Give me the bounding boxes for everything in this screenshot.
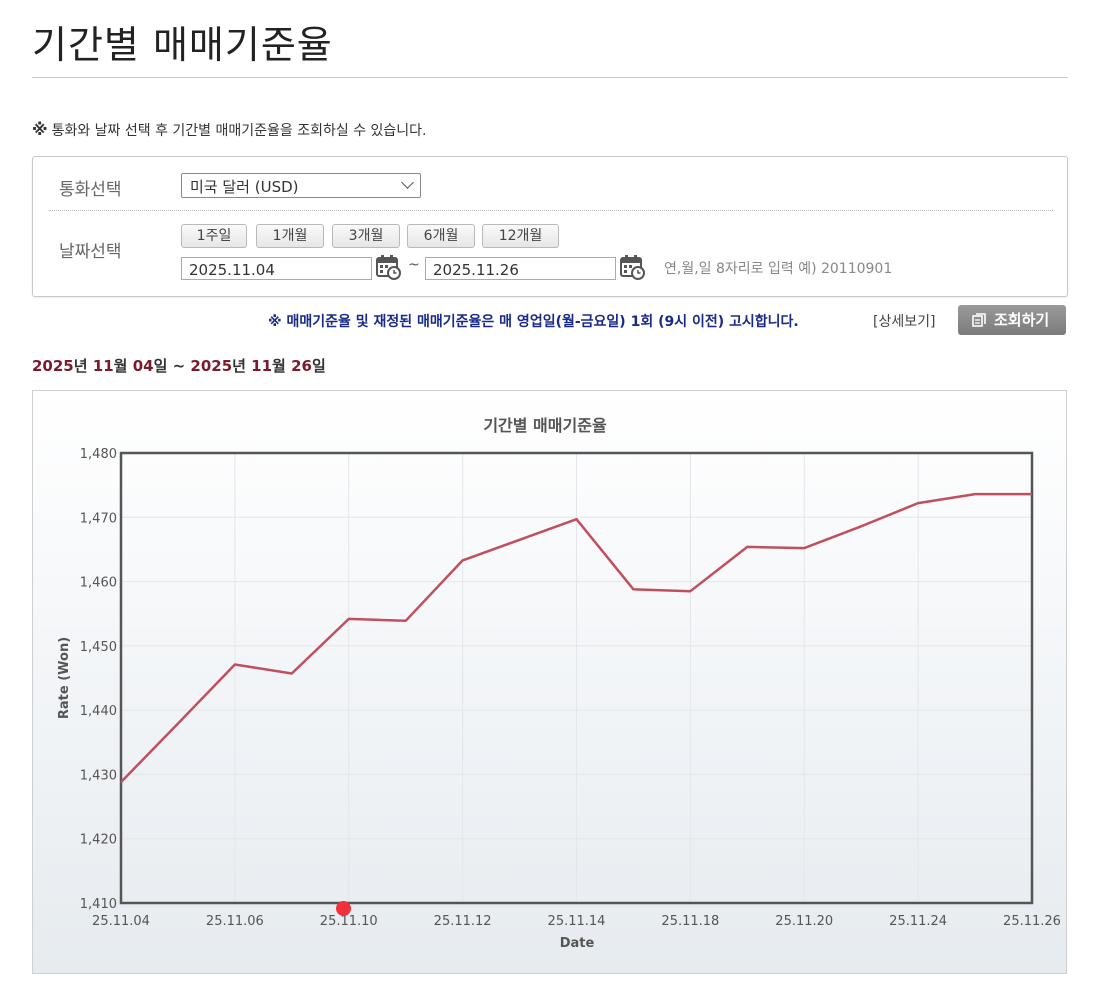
calendar-icon[interactable] bbox=[375, 254, 401, 280]
x-tick-label: 25.11.24 bbox=[889, 914, 947, 929]
range-separator: ~ bbox=[167, 357, 191, 375]
start-date-input[interactable]: 2025.11.04 bbox=[181, 257, 372, 280]
y-tick-label: 1,430 bbox=[80, 768, 117, 783]
detail-link[interactable]: [상세보기] bbox=[873, 314, 936, 330]
range-unit-month: 월 bbox=[272, 357, 292, 375]
range-start-year: 2025 bbox=[32, 357, 74, 375]
plot-frame bbox=[119, 451, 1034, 905]
notice-mark: ※ bbox=[32, 120, 48, 139]
period-button-6months[interactable]: 6개월 bbox=[407, 224, 475, 248]
range-end-month: 11 bbox=[251, 357, 273, 375]
y-tick-label: 1,470 bbox=[80, 511, 117, 526]
period-button-1week[interactable]: 1주일 bbox=[181, 224, 247, 248]
search-button-label: 조회하기 bbox=[994, 311, 1050, 329]
currency-label: 통화선택 bbox=[59, 180, 122, 200]
y-tick-label: 1,420 bbox=[80, 833, 117, 848]
document-icon bbox=[972, 313, 986, 327]
y-tick-label: 1,460 bbox=[80, 576, 117, 591]
x-tick-label: 25.11.06 bbox=[206, 914, 264, 929]
search-button[interactable]: 조회하기 bbox=[958, 305, 1066, 335]
x-axis-label: Date bbox=[560, 936, 595, 951]
y-axis-label: Rate (Won) bbox=[57, 637, 72, 719]
y-tick-label: 1,410 bbox=[80, 897, 117, 912]
cursor-marker bbox=[336, 901, 351, 916]
date-range-tilde: ~ bbox=[408, 257, 420, 273]
filter-panel: 통화선택 미국 달러 (USD) 날짜선택 1주일 1개월 3개월 6개월 12… bbox=[32, 156, 1068, 297]
x-tick-label: 25.11.14 bbox=[548, 914, 606, 929]
x-tick-label: 25.11.20 bbox=[775, 914, 833, 929]
range-unit-day: 일 bbox=[153, 357, 168, 375]
title-divider bbox=[32, 77, 1068, 78]
announcement-text: ※ 매매기준율 및 재정된 매매기준율은 매 영업일(월-금요일) 1회 (9시… bbox=[268, 314, 799, 330]
y-tick-label: 1,450 bbox=[80, 640, 117, 655]
date-label: 날짜선택 bbox=[59, 242, 122, 262]
chart-canvas: 기간별 매매기준율 1,410 1,420 1,430 1,440 1,450 1,460… bbox=[57, 416, 1061, 951]
calendar-icon[interactable] bbox=[619, 254, 645, 280]
chart-title: 기간별 매매기준율 bbox=[483, 416, 607, 435]
selected-range: 2025년 11월 04일 ~ 2025년 11월 26일 bbox=[32, 355, 326, 376]
x-tick-label: 25.11.26 bbox=[1003, 914, 1061, 929]
x-tick-label: 25.11.12 bbox=[434, 914, 492, 929]
period-button-3months[interactable]: 3개월 bbox=[332, 224, 400, 248]
currency-select-value: 미국 달러 (USD) bbox=[190, 178, 299, 196]
date-format-hint: 연,월,일 8자리로 입력 예) 20110901 bbox=[664, 261, 893, 277]
notice-message: 통화와 날짜 선택 후 기간별 매매기준율을 조회하실 수 있습니다. bbox=[51, 123, 427, 139]
range-start-day: 04 bbox=[132, 357, 154, 375]
range-unit-year: 년 bbox=[232, 357, 252, 375]
notice-text: ※ 통화와 날짜 선택 후 기간별 매매기준율을 조회하실 수 있습니다. bbox=[32, 120, 427, 140]
y-tick-label: 1,480 bbox=[80, 447, 117, 462]
currency-select[interactable]: 미국 달러 (USD) bbox=[181, 173, 421, 198]
period-button-1month[interactable]: 1개월 bbox=[256, 224, 324, 248]
series-line-rate bbox=[120, 492, 1032, 783]
range-unit-day: 일 bbox=[311, 357, 326, 375]
range-end-year: 2025 bbox=[190, 357, 233, 375]
x-tick-label: 25.11.18 bbox=[661, 914, 719, 929]
x-tick-label: 25.11.10 bbox=[320, 914, 378, 929]
y-tick-label: 1,440 bbox=[80, 704, 117, 719]
end-date-input[interactable]: 2025.11.26 bbox=[425, 257, 616, 280]
range-unit-month: 월 bbox=[113, 357, 133, 375]
dotted-divider bbox=[49, 210, 1053, 211]
range-unit-year: 년 bbox=[73, 357, 93, 375]
x-tick-label: 25.11.04 bbox=[92, 914, 150, 929]
range-start-month: 11 bbox=[92, 357, 114, 375]
range-end-day: 26 bbox=[291, 357, 312, 375]
page-title: 기간별 매매기준율 bbox=[32, 23, 333, 67]
chevron-down-icon bbox=[401, 176, 414, 189]
rate-chart: 기간별 매매기준율 1,410 1,420 1,430 1,440 1,450 1,460… bbox=[32, 390, 1067, 974]
period-button-12months[interactable]: 12개월 bbox=[482, 224, 559, 248]
